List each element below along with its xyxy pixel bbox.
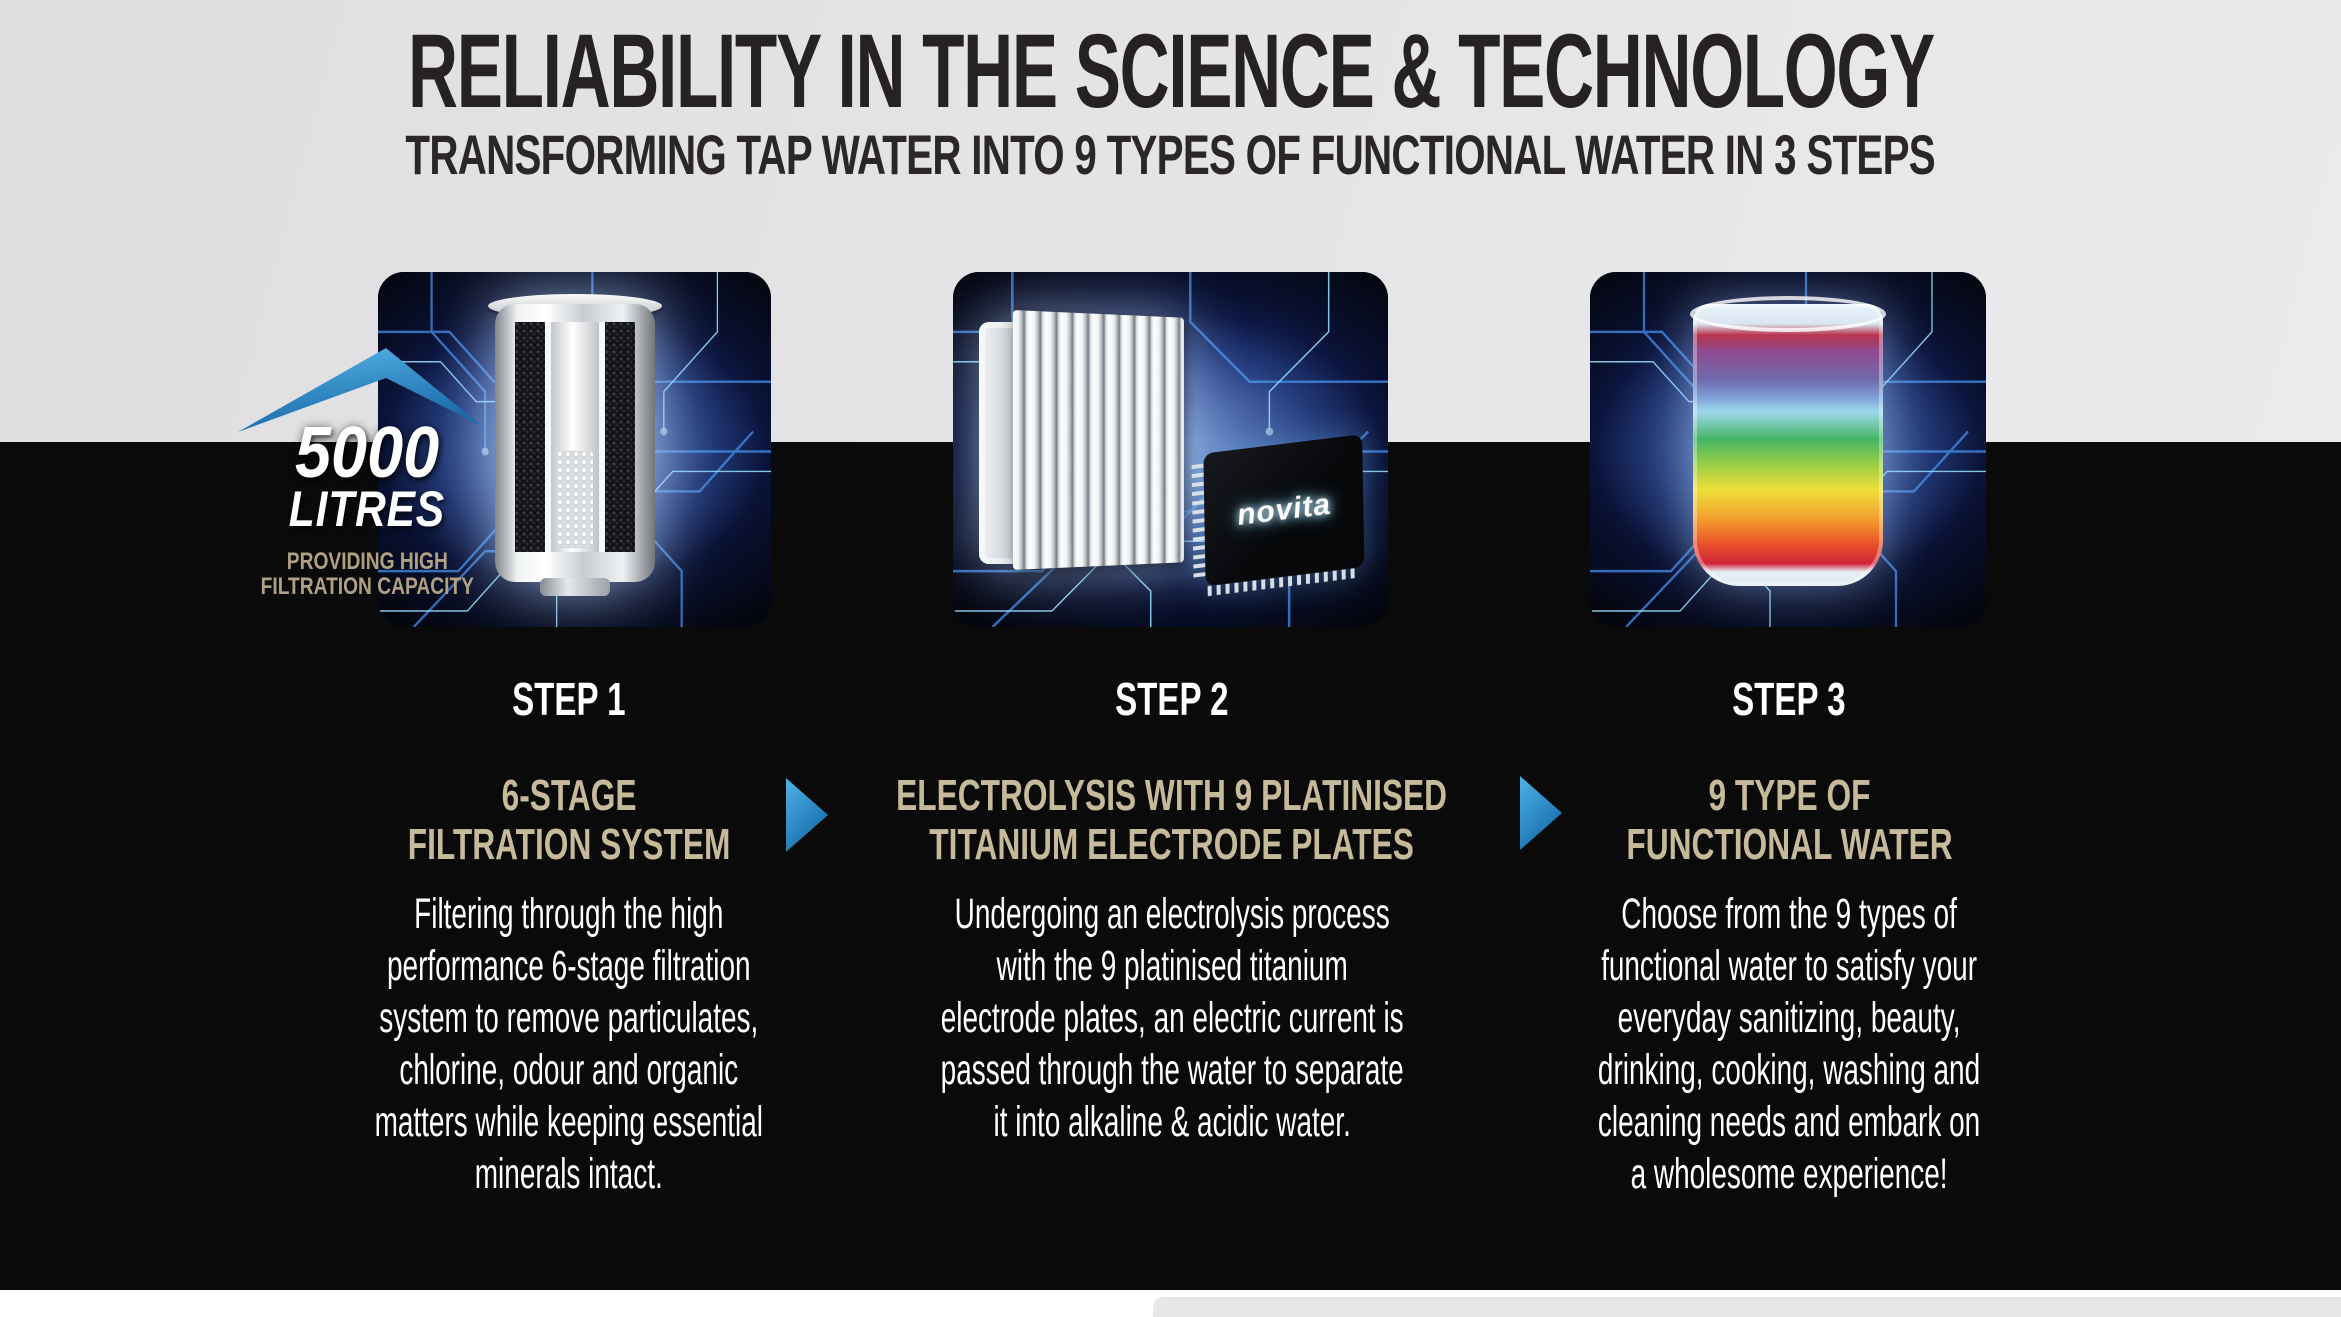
mineral-beads — [556, 451, 593, 548]
arrow-right-icon — [786, 778, 828, 852]
electrode-plate-stack-image — [979, 310, 1193, 572]
glass-rim — [1690, 296, 1886, 332]
step2-title: ELECTROLYSIS WITH 9 PLATINISED TITANIUM … — [896, 771, 1448, 869]
page-title-text: RELIABILITY IN THE SCIENCE & TECHNOLOGY — [407, 13, 1935, 130]
page-subtitle-text: TRANSFORMING TAP WATER INTO 9 TYPES OF F… — [405, 123, 1936, 186]
step1-label: STEP 1 — [512, 673, 626, 725]
filter-cutaway — [514, 322, 635, 552]
step3-image-card — [1590, 272, 1986, 627]
capacity-caption: PROVIDING HIGH FILTRATION CAPACITY — [260, 548, 474, 600]
carbon-layer — [604, 322, 635, 552]
carbon-layer — [514, 322, 545, 552]
step2-description: Undergoing an electrolysis process with … — [940, 890, 1404, 1146]
step1-title: 6-STAGE FILTRATION SYSTEM — [407, 771, 731, 869]
footer-gray-bar — [1153, 1297, 2341, 1317]
filter-nozzle — [539, 578, 610, 596]
filter-cartridge-image — [487, 294, 662, 596]
step3-label: STEP 3 — [1732, 673, 1846, 725]
step3-description: Choose from the 9 types of functional wa… — [1597, 890, 1981, 1198]
page-title: RELIABILITY IN THE SCIENCE & TECHNOLOGY — [0, 12, 2341, 132]
capacity-swoosh-icon — [238, 348, 482, 432]
rainbow-water-glass-image — [1693, 304, 1883, 586]
chip-body: novita — [1203, 434, 1365, 587]
capacity-value: 5000 — [294, 413, 440, 493]
step1-description: Filtering through the high performance 6… — [374, 890, 764, 1198]
chip-brand-label: novita — [1234, 487, 1333, 532]
filter-core-tube — [550, 322, 599, 552]
arrow-right-icon — [1520, 776, 1562, 850]
capacity-unit: LITRES — [288, 481, 446, 537]
step1-image-card — [378, 272, 771, 627]
novita-chip-image: novita — [1191, 434, 1365, 598]
page-subtitle: TRANSFORMING TAP WATER INTO 9 TYPES OF F… — [0, 122, 2341, 187]
step2-label: STEP 2 — [1115, 673, 1229, 725]
step2-image-card: novita — [953, 272, 1388, 627]
step3-title: 9 TYPE OF FUNCTIONAL WATER — [1625, 771, 1953, 869]
electrode-plates — [1012, 310, 1184, 570]
